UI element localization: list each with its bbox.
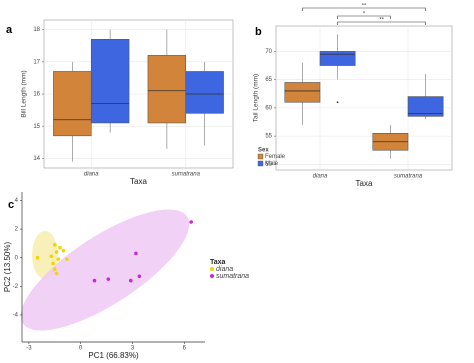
y-tick-label: -2 <box>13 284 19 290</box>
x-tick-label: sumatrana <box>394 174 423 180</box>
point <box>53 267 57 271</box>
y-tick-label: 2 <box>15 227 19 233</box>
y-tick-label: 0 <box>15 255 19 261</box>
point <box>189 220 193 224</box>
legend-swatch <box>210 267 214 271</box>
point <box>137 274 142 279</box>
y-axis-label: PC2 (13.50%) <box>3 242 12 293</box>
panel-letter: a <box>6 24 13 36</box>
point <box>56 257 61 261</box>
x-axis-label: Taxa <box>356 179 373 188</box>
point <box>35 255 40 260</box>
y-tick-label: 14 <box>33 156 40 162</box>
box <box>53 71 92 137</box>
point <box>54 271 59 276</box>
point <box>92 278 97 283</box>
legend-swatch <box>210 274 214 278</box>
y-tick-label: 55 <box>265 134 272 140</box>
panel-letter: c <box>8 199 14 211</box>
y-tick-label: 17 <box>33 59 40 65</box>
y-tick-label: 4 <box>15 198 19 204</box>
point <box>53 243 57 247</box>
box <box>319 51 356 66</box>
point <box>58 245 62 250</box>
x-tick-label: 6 <box>183 346 187 352</box>
point <box>51 261 55 266</box>
y-tick-label: 65 <box>265 77 272 83</box>
box <box>284 82 321 103</box>
significance-bracket <box>337 21 426 25</box>
x-tick-label: sumatrana <box>172 172 201 178</box>
legend-swatch <box>257 153 264 160</box>
x-tick-label: diana <box>313 174 328 180</box>
y-tick-label: 15 <box>33 124 40 130</box>
outlier <box>336 101 339 104</box>
y-tick-label: 70 <box>265 49 272 55</box>
y-axis-label: Bill Length (mm) <box>21 70 28 117</box>
point <box>134 251 138 256</box>
significance-bracket <box>337 15 391 19</box>
y-axis-label: Tail Length (mm) <box>253 74 260 122</box>
panel-letter: b <box>255 26 262 38</box>
point <box>106 277 111 281</box>
box <box>185 71 224 114</box>
sumatrana-ellipse <box>20 209 190 331</box>
point <box>65 257 69 261</box>
y-tick-label: 60 <box>265 105 272 111</box>
point <box>128 278 133 283</box>
legend-label: Male <box>265 161 279 167</box>
significance-label: ** <box>379 18 384 24</box>
point <box>49 254 54 259</box>
box <box>90 39 130 124</box>
y-tick-label: -4 <box>13 312 19 318</box>
x-tick-label: diana <box>84 172 99 178</box>
box <box>407 96 444 117</box>
legend-title: Sex <box>258 148 269 154</box>
diana-ellipse <box>32 231 58 279</box>
y-tick-label: 50 <box>265 162 272 168</box>
x-tick-label: 0 <box>79 346 83 352</box>
box <box>147 55 187 124</box>
legend-label: diana <box>216 266 233 273</box>
significance-label: * <box>363 12 366 18</box>
legend-label: sumatrana <box>216 273 249 280</box>
legend-label: Female <box>265 154 286 160</box>
significance-label: ** <box>362 4 367 10</box>
x-axis-label: PC1 (66.83%) <box>88 351 139 360</box>
significance-bracket <box>302 7 426 11</box>
point <box>54 250 59 254</box>
x-axis-label: Taxa <box>130 177 147 186</box>
x-tick-label: -3 <box>26 346 32 352</box>
legend-title: Taxa <box>210 259 226 266</box>
legend-swatch <box>257 160 264 167</box>
y-tick-label: 16 <box>33 92 40 98</box>
x-tick-label: 3 <box>131 346 135 352</box>
y-tick-label: 18 <box>33 27 40 33</box>
point <box>61 248 66 253</box>
